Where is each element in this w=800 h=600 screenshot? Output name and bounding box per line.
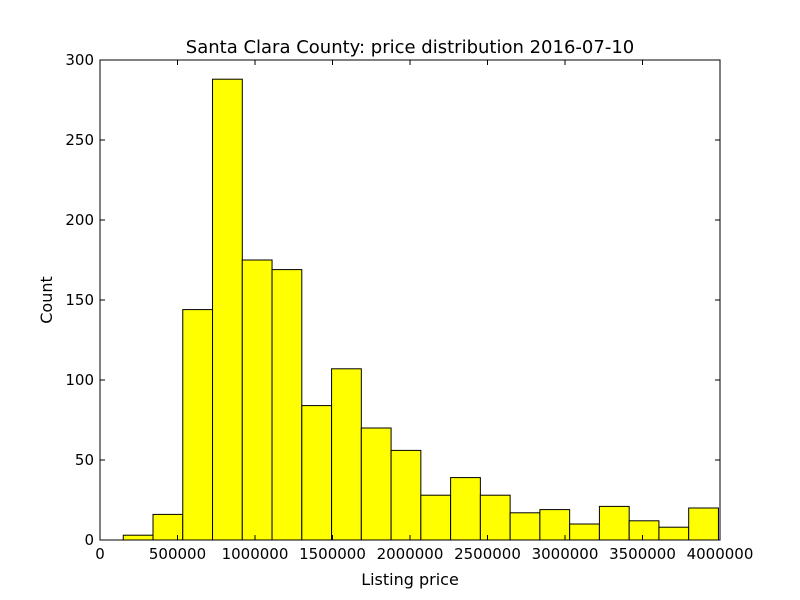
histogram-bar [479, 494, 511, 541]
histogram-bar [122, 534, 154, 541]
histogram-bar [212, 78, 243, 541]
histogram-bar [420, 494, 452, 541]
x-tick-label: 3000000 [532, 545, 599, 563]
x-tick-label: 2500000 [454, 545, 521, 563]
y-tick-label: 150 [65, 291, 94, 309]
ticks-layer: 0 500000 1000000 1500000 2000000 2500000 30000… [65, 51, 753, 563]
histogram-bar [598, 505, 630, 541]
histogram-bar [658, 526, 690, 541]
y-tick-label: 200 [65, 211, 94, 229]
histogram-bar [152, 513, 184, 541]
bars-layer [122, 78, 719, 541]
x-tick-label: 1500000 [299, 545, 366, 563]
y-axis-label: Count [37, 276, 56, 324]
histogram-bar [688, 507, 719, 541]
x-tick-label: 0 [95, 545, 105, 563]
histogram-bar [569, 523, 600, 541]
y-tick-label: 100 [65, 371, 94, 389]
histogram-bar [390, 449, 422, 541]
x-axis-label: Listing price [361, 570, 459, 589]
histogram-bar [509, 512, 541, 541]
histogram-bar [450, 477, 481, 541]
histogram-bar [331, 368, 362, 541]
x-tick-label: 2000000 [377, 545, 444, 563]
histogram-bar [182, 309, 214, 541]
histogram-bar [241, 259, 273, 541]
histogram-bar [301, 405, 333, 541]
x-tick-label: 500000 [149, 545, 206, 563]
histogram-bar [360, 427, 392, 541]
x-tick-label: 3500000 [609, 545, 676, 563]
x-tick-label: 4000000 [687, 545, 754, 563]
y-tick-label: 50 [75, 451, 94, 469]
y-tick-label: 250 [65, 131, 94, 149]
histogram-bar [271, 269, 303, 541]
y-tick-label: 300 [65, 51, 94, 69]
chart-title: Santa Clara County: price distribution 2… [186, 37, 634, 58]
y-tick-label: 0 [84, 531, 94, 549]
histogram-bar [628, 520, 660, 541]
histogram-bar [539, 509, 571, 541]
plot-frame [99, 59, 721, 541]
x-tick-label: 1000000 [222, 545, 289, 563]
